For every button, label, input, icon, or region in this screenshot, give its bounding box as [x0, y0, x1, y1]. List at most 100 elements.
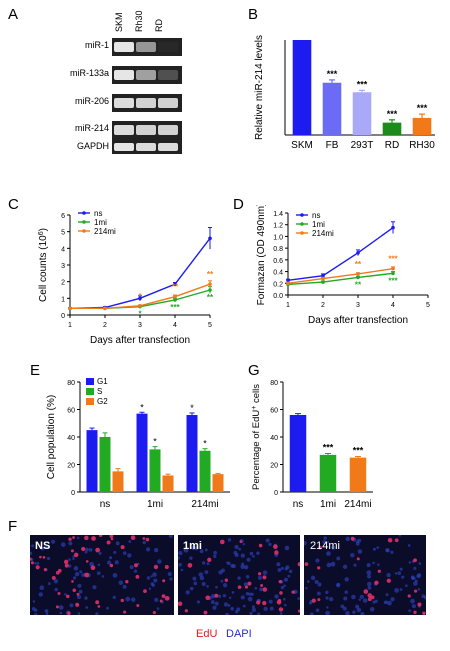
y-axis-label: Percentage of EdU+ cells — [251, 384, 263, 490]
bar-293t — [352, 92, 372, 135]
x-axis-label: Days after transfection — [308, 315, 408, 326]
dapi-nucleus — [54, 587, 58, 592]
dapi-nucleus — [329, 596, 334, 602]
dapi-nucleus — [129, 565, 134, 570]
x-tick-label: 2 — [103, 322, 107, 329]
legend-marker-1mi — [82, 220, 86, 224]
edu-positive-cell — [159, 599, 163, 603]
dapi-nucleus — [351, 594, 356, 600]
series-line-214mi — [287, 267, 394, 284]
micrograph-bg — [30, 535, 174, 615]
dapi-nucleus — [262, 570, 268, 575]
edu-positive-cell — [67, 611, 71, 615]
dapi-nucleus — [343, 596, 348, 601]
dapi-nucleus — [386, 572, 391, 578]
edu-positive-cell — [422, 611, 426, 615]
edu-positive-cell — [184, 609, 188, 613]
y-tick-label: 40 — [67, 435, 75, 442]
dapi-nucleus — [67, 564, 72, 568]
edu-positive-cell — [72, 588, 77, 592]
bar-g2-ns — [112, 471, 124, 492]
dapi-nucleus — [157, 559, 162, 564]
gel-band — [136, 143, 156, 151]
dapi-nucleus — [399, 567, 403, 571]
data-point-214mi — [208, 282, 212, 286]
micrograph-214mi: 214mi — [304, 535, 426, 615]
edu-positive-cell — [136, 603, 140, 607]
gel-band — [114, 70, 134, 80]
dapi-nucleus — [330, 561, 336, 567]
edu-positive-cell — [130, 535, 136, 540]
legend-label-g2: G2 — [97, 397, 108, 406]
panel-letter-b: B — [248, 6, 259, 23]
edu-positive-cell — [71, 580, 74, 583]
edu-positive-cell — [120, 598, 124, 603]
micrograph-label-214mi: 214mi — [310, 540, 340, 552]
dapi-nucleus — [304, 540, 307, 546]
dapi-nucleus — [180, 568, 184, 572]
dapi-nucleus — [178, 550, 183, 556]
dapi-nucleus — [53, 579, 59, 584]
dapi-nucleus — [85, 547, 89, 552]
lane-label-skm: SKM — [114, 12, 124, 32]
dapi-nucleus — [98, 551, 102, 555]
dapi-nucleus — [76, 595, 82, 600]
dapi-nucleus — [167, 571, 172, 577]
dapi-nucleus — [32, 600, 36, 603]
dapi-nucleus — [369, 607, 375, 612]
edu-positive-cell — [244, 585, 249, 589]
edu-positive-cell — [73, 552, 79, 558]
edu-positive-cell — [95, 547, 100, 553]
legend-swatch-g1 — [86, 378, 94, 385]
dapi-nucleus — [153, 578, 158, 583]
panel-letter-e: E — [30, 362, 41, 379]
panel-letter-d: D — [233, 196, 244, 213]
dapi-nucleus — [283, 577, 289, 582]
y-tick-label: 20 — [270, 463, 278, 470]
edu-positive-cell — [75, 602, 80, 607]
dapi-nucleus — [418, 562, 422, 565]
dapi-nucleus — [390, 550, 394, 554]
data-point-ns — [173, 282, 177, 286]
data-point-ns — [356, 251, 360, 255]
y-tick-label: 0.6 — [273, 258, 283, 265]
dapi-nucleus — [92, 585, 97, 590]
series-line-1mi — [287, 272, 394, 286]
edu-positive-cell — [106, 540, 111, 545]
lane-label-rd: RD — [154, 19, 164, 32]
dapi-nucleus — [101, 575, 105, 578]
dapi-nucleus — [235, 609, 239, 614]
dapi-nucleus — [114, 560, 119, 565]
edu-positive-cell — [278, 607, 284, 612]
edu-positive-cell — [63, 559, 69, 565]
dapi-nucleus — [122, 551, 127, 555]
dapi-nucleus — [297, 597, 300, 600]
edu-positive-cell — [109, 535, 114, 538]
dapi-nucleus — [331, 545, 336, 550]
gel-row-label-gapdh: GAPDH — [76, 141, 109, 151]
dapi-nucleus — [108, 556, 113, 560]
edu-positive-cell — [258, 543, 263, 548]
dapi-nucleus — [46, 556, 51, 561]
significance-label: *** — [357, 79, 368, 89]
dapi-nucleus — [125, 596, 131, 602]
dapi-nucleus — [154, 597, 159, 602]
edu-positive-cell — [414, 589, 418, 593]
dapi-nucleus — [408, 561, 412, 564]
dapi-nucleus — [399, 588, 403, 591]
edu-positive-cell — [35, 565, 40, 570]
gel-band — [114, 98, 134, 108]
data-point-1mi — [321, 280, 325, 284]
significance-label: *** — [417, 103, 428, 113]
dapi-nucleus — [268, 542, 272, 547]
dapi-nucleus — [372, 561, 375, 565]
legend-label-214mi: 214mi — [312, 229, 334, 238]
dapi-nucleus — [168, 535, 173, 538]
dapi-nucleus — [245, 591, 250, 596]
dapi-nucleus — [230, 606, 235, 611]
edu-positive-cell — [145, 537, 150, 542]
dapi-nucleus — [326, 562, 332, 568]
dapi-nucleus — [326, 551, 331, 556]
dapi-nucleus — [233, 550, 238, 555]
dapi-nucleus — [238, 547, 242, 551]
